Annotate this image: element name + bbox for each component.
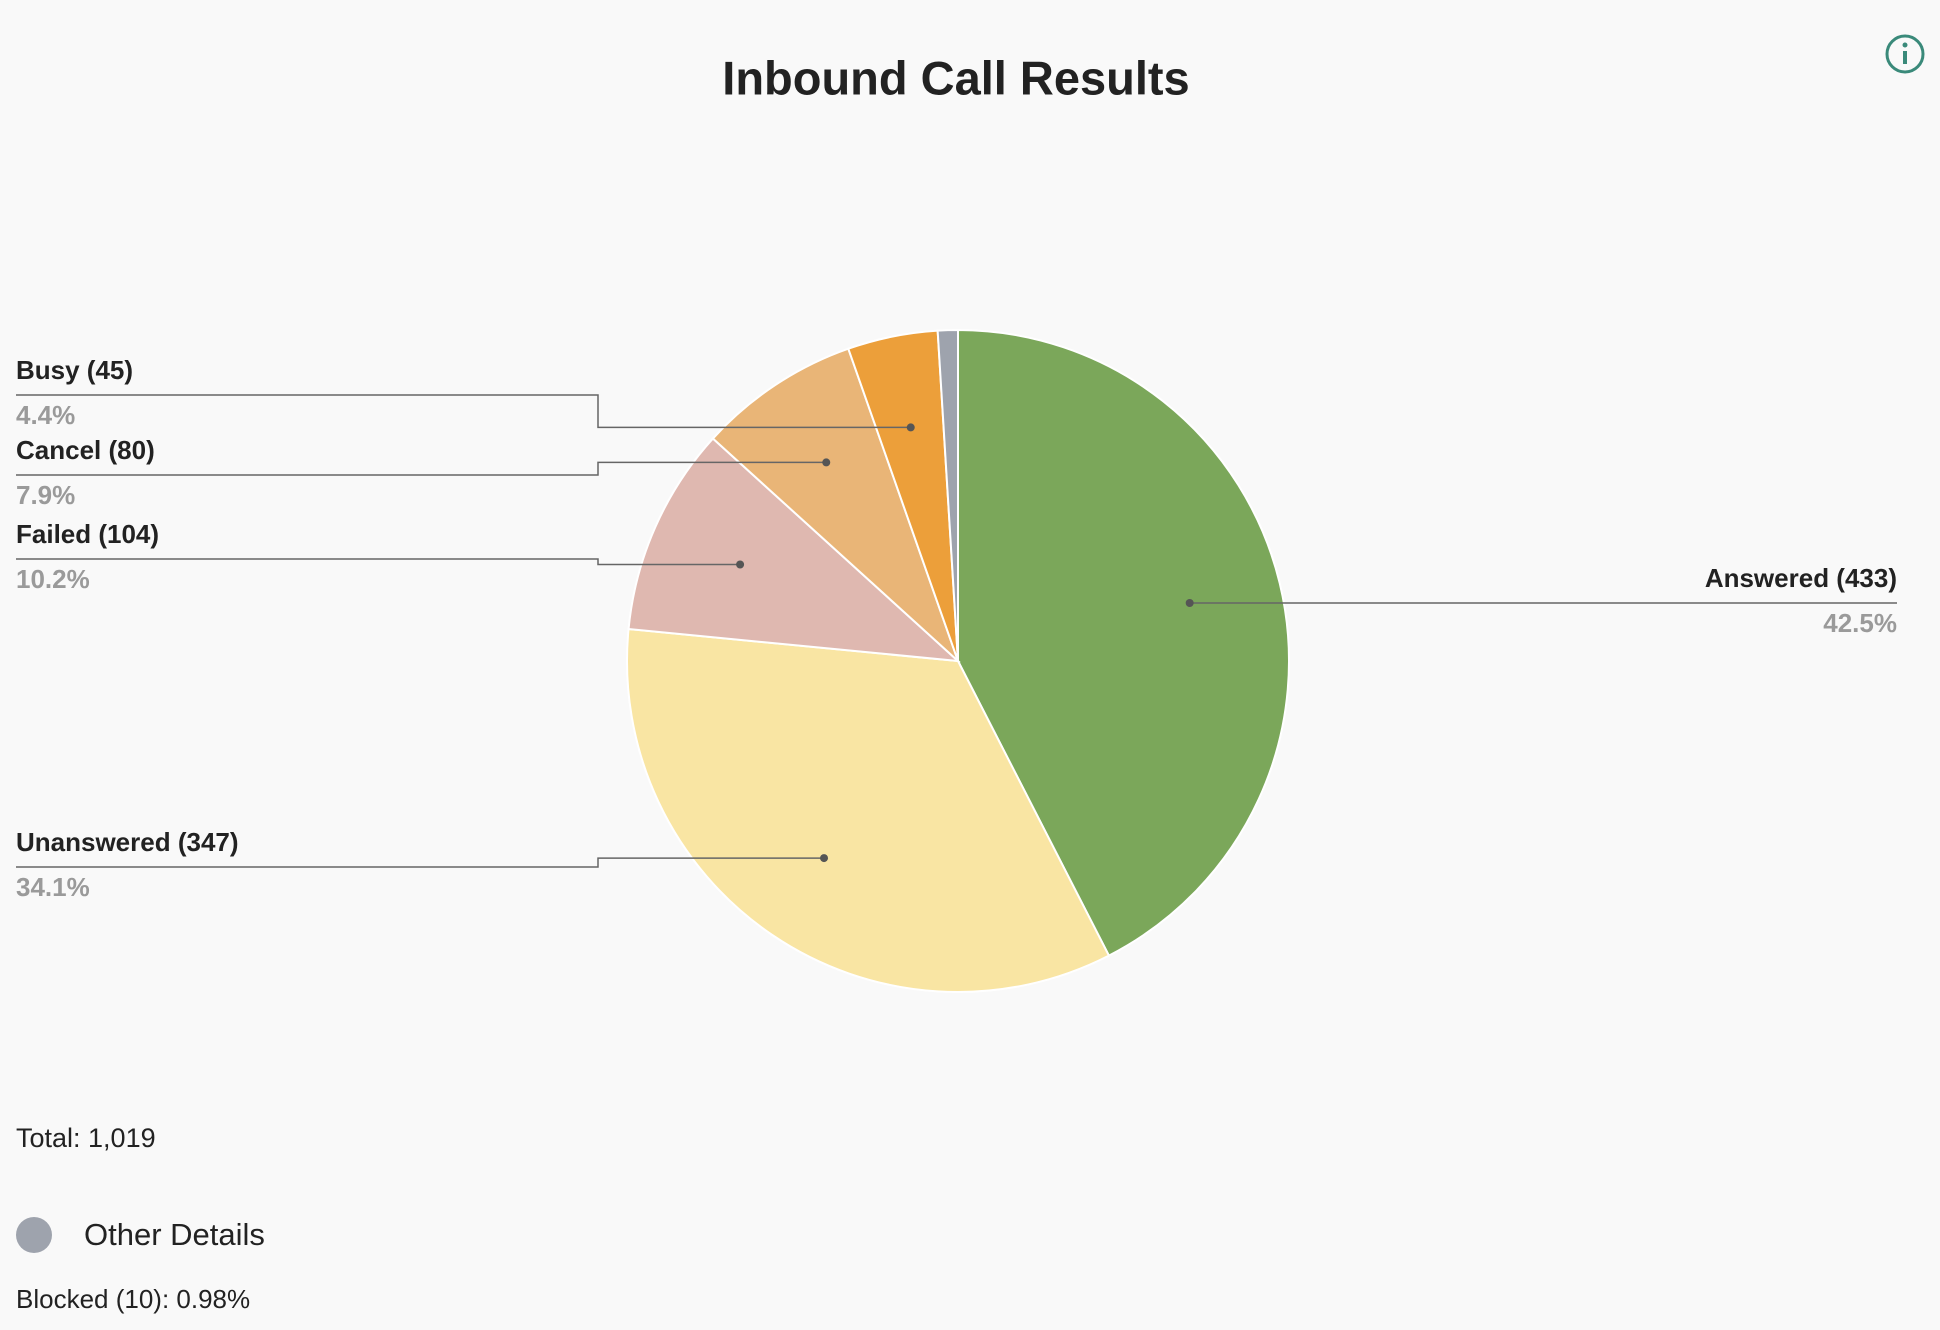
info-dot [1902, 42, 1908, 48]
slice-percent: 42.5% [1823, 608, 1897, 638]
leader-line [1188, 602, 1897, 606]
leader-dot [736, 560, 745, 569]
pie-slice [957, 328, 1290, 957]
slice-percent: 7.9% [16, 480, 75, 510]
other-details-text: Blocked (10): 0.98% [16, 1284, 250, 1314]
pie-slice [627, 437, 961, 663]
info-icon[interactable] [1885, 34, 1925, 74]
leader-line [16, 558, 741, 566]
slice-label: Answered (433) [1705, 563, 1897, 593]
leader-line [16, 394, 911, 429]
slice-label: Cancel (80) [16, 435, 155, 465]
leader-line [16, 857, 825, 868]
info-circle[interactable] [1885, 34, 1925, 74]
slice-percent: 34.1% [16, 872, 90, 902]
total: Total: 1,019 [16, 1123, 156, 1153]
chart-title: Inbound Call Results [722, 51, 1189, 104]
leader-dot [1185, 599, 1194, 607]
slice-label: Unanswered (347) [16, 827, 239, 857]
slice-label: Failed (104) [16, 519, 159, 549]
slice-label: Busy (45) [16, 355, 133, 385]
pie-slice [626, 627, 1111, 993]
leader-dot [822, 458, 831, 467]
other-details-title: Other Details [84, 1217, 265, 1252]
info-bar [1903, 51, 1907, 64]
leader-line [16, 461, 827, 476]
pie-slice [936, 328, 959, 662]
slice-percent: 10.2% [16, 564, 90, 594]
leader-dot [820, 854, 829, 863]
other-details-marker [16, 1217, 52, 1253]
slice-percent: 4.4% [16, 400, 75, 430]
leader-dot [906, 423, 915, 432]
